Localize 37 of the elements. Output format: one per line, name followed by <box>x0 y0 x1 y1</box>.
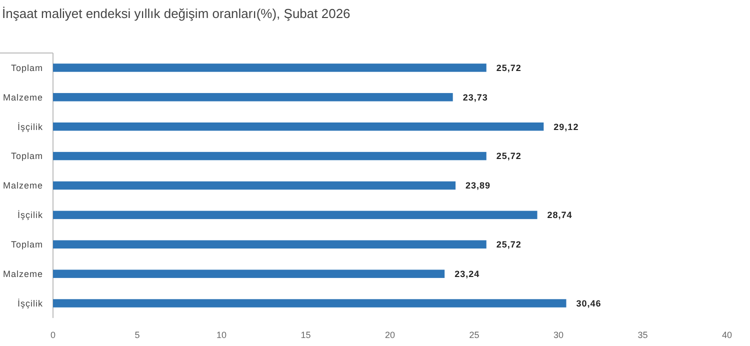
data-label: 23,89 <box>466 180 491 191</box>
data-label: 25,72 <box>496 151 522 162</box>
x-tick-label: 5 <box>134 330 140 340</box>
y-tick-label: Malzeme <box>2 268 43 279</box>
y-tick-label: İşçilik <box>18 122 43 132</box>
data-label: 28,74 <box>547 210 572 220</box>
bar <box>53 270 445 278</box>
y-tick-label: Malzeme <box>2 92 43 102</box>
x-tick-label: 40 <box>722 330 732 340</box>
data-label: 29,12 <box>554 122 579 132</box>
x-tick-label: 25 <box>469 330 480 340</box>
x-tick-label: 35 <box>638 330 648 340</box>
data-label: 30,46 <box>576 298 602 308</box>
data-label: 25,72 <box>496 62 522 73</box>
x-tick-label: 0 <box>50 330 56 340</box>
bar <box>53 93 453 102</box>
y-tick-label: Toplam <box>10 151 43 162</box>
chart-title: İnşaat maliyet endeksi yıllık değişim oranları(%), Şubat 2026 <box>2 6 350 21</box>
bar <box>53 181 456 190</box>
x-tick-label: 30 <box>553 330 564 340</box>
x-tick-label: 10 <box>216 330 227 340</box>
bar <box>53 64 486 72</box>
bar <box>53 299 566 308</box>
data-label: 23,73 <box>462 92 488 102</box>
y-tick-label: Toplam <box>10 240 43 250</box>
bar <box>53 210 538 220</box>
data-label: 25,72 <box>496 240 522 250</box>
y-tick-label: İşçilik <box>18 210 43 220</box>
y-tick-label: Malzeme <box>2 180 43 191</box>
bar <box>53 152 486 160</box>
y-tick-label: Toplam <box>10 62 43 73</box>
y-tick-label: İşçilik <box>18 298 43 308</box>
bar <box>53 122 544 131</box>
bar <box>53 240 486 249</box>
data-label: 23,24 <box>454 268 480 279</box>
x-tick-label: 20 <box>384 330 396 340</box>
x-tick-label: 15 <box>300 330 311 340</box>
